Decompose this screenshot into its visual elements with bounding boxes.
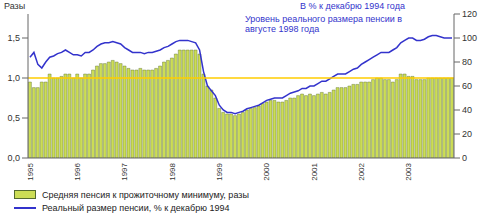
- svg-text:40: 40: [462, 105, 472, 115]
- svg-text:2001: 2001: [310, 162, 319, 180]
- html-text:Средняя пенсия к прожиточному: Средняя пенсия к прожиточному минимуму, …: [42, 189, 249, 200]
- svg-text:0: 0: [462, 153, 467, 163]
- svg-text:1995: 1995: [26, 162, 35, 180]
- svg-text:120: 120: [462, 9, 477, 19]
- svg-text:2002: 2002: [357, 162, 366, 180]
- html-text:Реальный размер пенсии, % к де: Реальный размер пенсии, % к декабрю 1994: [42, 202, 230, 213]
- svg-text:20: 20: [462, 129, 472, 139]
- svg-text:60: 60: [462, 81, 472, 91]
- svg-text:1999: 1999: [215, 162, 224, 180]
- svg-text:1,5: 1,5: [8, 33, 20, 43]
- svg-text:2000: 2000: [262, 162, 271, 180]
- html-text:Уровень реального размера пенс: Уровень реального размера пенсии в авгус…: [245, 14, 403, 34]
- html-text:Разы: Разы: [4, 1, 26, 11]
- html-text:В % к декабрю 1994 года: В % к декабрю 1994 года: [300, 1, 405, 11]
- svg-text:1996: 1996: [73, 162, 82, 180]
- svg-text:2003: 2003: [404, 162, 413, 180]
- svg-text:100: 100: [462, 33, 477, 43]
- svg-text:1,0: 1,0: [8, 73, 20, 83]
- svg-text:1997: 1997: [120, 162, 129, 180]
- svg-text:0,0: 0,0: [8, 153, 20, 163]
- svg-text:80: 80: [462, 57, 472, 67]
- svg-text:0,5: 0,5: [8, 113, 20, 123]
- svg-text:1998: 1998: [168, 162, 177, 180]
